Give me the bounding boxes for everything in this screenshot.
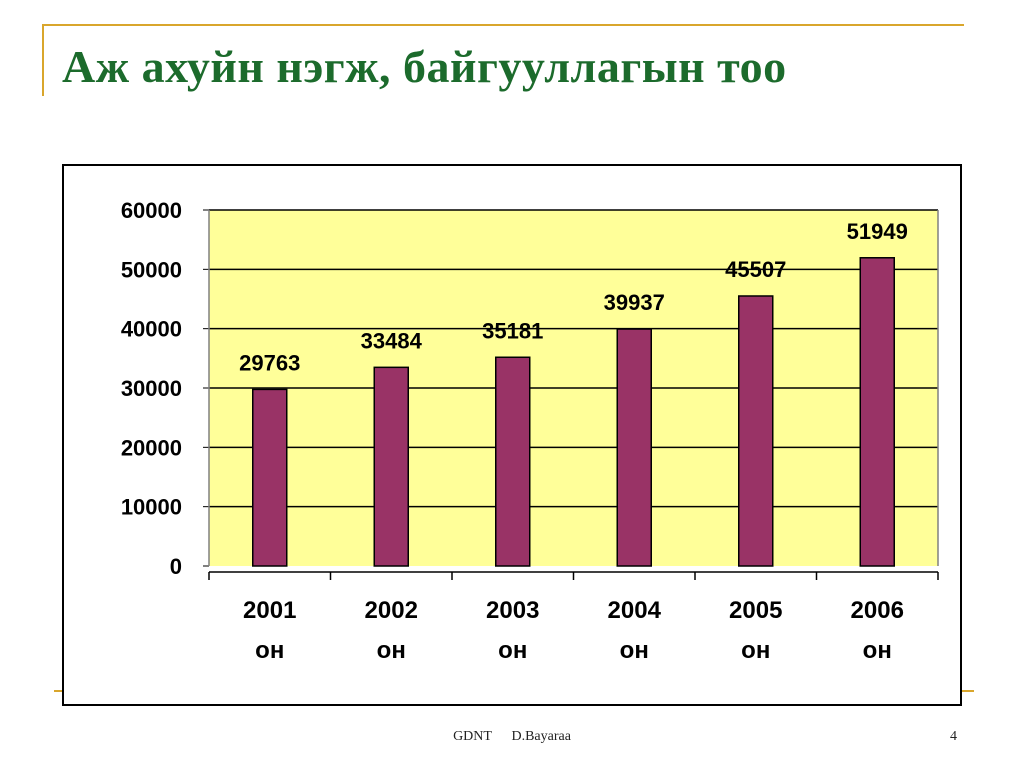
x-tick-label: он <box>377 637 406 664</box>
slide-title: Аж ахуйн нэгж, байгууллагын тоо <box>62 41 787 92</box>
footer: GDNT D.Bayaraa <box>0 729 1024 745</box>
page-number: 4 <box>950 729 957 744</box>
y-tick-label: 30000 <box>121 376 182 401</box>
x-tick-label: 2001 <box>243 597 296 624</box>
x-tick-label: 2002 <box>365 597 418 624</box>
x-tick-label: он <box>498 637 527 664</box>
data-label: 39937 <box>604 290 665 315</box>
chart-frame: 0 10000 20000 30000 40000 50000 60000 29763 3348… <box>62 164 962 706</box>
x-tick-label: он <box>741 637 770 664</box>
left-accent-line <box>42 24 44 96</box>
x-tick-label: 2006 <box>851 597 904 624</box>
data-label: 51949 <box>847 219 908 244</box>
footer-author: D.Bayaraa <box>511 729 571 744</box>
y-tick-label: 10000 <box>121 495 182 520</box>
data-label: 45507 <box>725 257 786 282</box>
footer-org: GDNT <box>453 729 492 744</box>
data-label: 33484 <box>361 328 423 353</box>
bar <box>495 356 531 567</box>
bar <box>738 295 774 567</box>
bar-chart: 0 10000 20000 30000 40000 50000 60000 29763 3348… <box>121 198 939 664</box>
data-label: 29763 <box>239 350 300 375</box>
y-tick-label: 20000 <box>121 435 182 460</box>
bar <box>859 257 895 567</box>
top-accent-line <box>42 24 964 26</box>
y-tick-label: 40000 <box>121 317 182 342</box>
bar <box>252 388 288 567</box>
x-tick-label: он <box>620 637 649 664</box>
x-tick-label: он <box>863 637 892 664</box>
bar <box>373 366 409 567</box>
y-tick-label: 50000 <box>121 257 182 282</box>
x-tick-label: 2003 <box>486 597 539 624</box>
y-tick-label: 0 <box>170 554 182 579</box>
bar <box>616 328 652 567</box>
x-tick-label: 2005 <box>729 597 782 624</box>
y-tick-label: 60000 <box>121 198 182 223</box>
x-tick-label: он <box>255 637 284 664</box>
x-tick-label: 2004 <box>608 597 662 624</box>
data-label: 35181 <box>482 318 543 343</box>
